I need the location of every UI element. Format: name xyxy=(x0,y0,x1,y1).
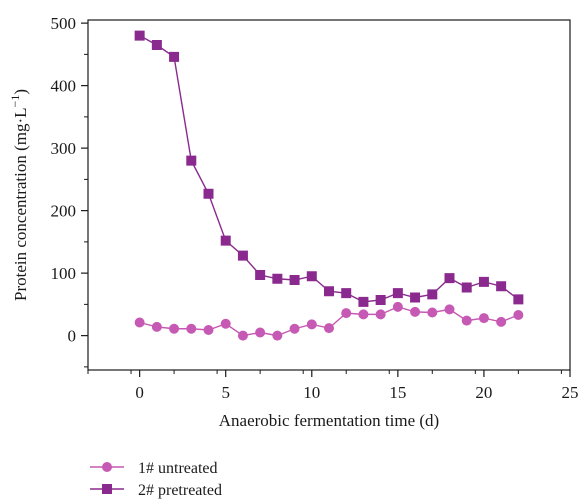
x-tick-label: 20 xyxy=(475,383,492,402)
data-point xyxy=(186,323,197,334)
y-axis-title-tail: ) xyxy=(11,89,30,95)
data-point xyxy=(496,281,507,292)
y-tick-label: 0 xyxy=(68,327,77,346)
data-point xyxy=(289,323,300,334)
data-point xyxy=(444,304,455,315)
x-axis-title: Anaerobic fermentation time (d) xyxy=(219,411,439,430)
data-point xyxy=(151,40,162,50)
series-layer xyxy=(134,30,524,341)
legend-label: 1# untreated xyxy=(138,460,218,477)
data-point xyxy=(324,286,334,297)
series-1 xyxy=(134,301,524,341)
x-tick-label: 25 xyxy=(562,383,579,402)
data-point xyxy=(392,288,403,299)
data-point xyxy=(186,155,197,166)
x-tick-label: 15 xyxy=(389,383,406,402)
data-point xyxy=(478,313,489,324)
data-point xyxy=(496,316,507,327)
y-tick-label: 300 xyxy=(51,139,77,158)
y-tick-label: 200 xyxy=(51,202,77,221)
data-point xyxy=(461,282,472,293)
data-point xyxy=(169,323,180,334)
y-tick-label: 500 xyxy=(51,14,77,33)
data-point xyxy=(237,330,248,341)
data-point xyxy=(255,327,266,338)
data-point xyxy=(151,321,162,332)
series-line xyxy=(139,35,519,303)
data-point xyxy=(306,271,317,282)
legend-label: 2# pretreated xyxy=(138,482,222,499)
y-axis-title: Protein concentration (mg·L−1) xyxy=(8,89,30,301)
y-axis-title-main: Protein concentration (mg·L xyxy=(11,107,30,301)
data-point xyxy=(461,315,472,326)
x-tick-label: 5 xyxy=(221,383,230,402)
x-tick-label: 0 xyxy=(135,383,144,402)
plot-frame xyxy=(87,19,571,371)
y-tick-label: 400 xyxy=(51,77,77,96)
data-point xyxy=(410,292,421,303)
data-point xyxy=(392,301,403,312)
data-point xyxy=(375,295,386,305)
data-point xyxy=(358,296,369,307)
data-point xyxy=(478,276,489,287)
legend-marker xyxy=(102,484,112,494)
data-point xyxy=(255,270,266,280)
y-axis-title-sup: −1 xyxy=(8,95,22,108)
data-point xyxy=(134,30,145,41)
data-point xyxy=(427,307,438,318)
plot-area: 0 5 10 15 20 25 0 100 200 300 400 500 xyxy=(51,14,579,402)
data-point xyxy=(410,306,421,317)
data-point xyxy=(375,309,386,320)
data-point xyxy=(306,319,317,330)
data-point xyxy=(220,318,231,329)
data-point xyxy=(134,317,145,328)
legend-marker xyxy=(102,462,112,472)
x-tick-label: 10 xyxy=(303,383,320,402)
data-point xyxy=(237,250,248,261)
legend: 1# untreated 2# pretreated xyxy=(90,460,222,499)
data-point xyxy=(203,325,214,335)
data-point xyxy=(341,308,352,319)
data-point xyxy=(444,273,455,284)
y-tick-label: 100 xyxy=(51,264,77,283)
data-point xyxy=(358,309,369,320)
data-point xyxy=(203,188,214,199)
data-point xyxy=(513,294,524,305)
data-point xyxy=(169,51,180,62)
legend-item: 2# pretreated xyxy=(90,482,222,499)
data-point xyxy=(513,310,524,320)
data-point xyxy=(220,235,231,246)
series-2 xyxy=(134,30,524,307)
data-point xyxy=(427,289,438,300)
data-point xyxy=(272,273,283,284)
data-point xyxy=(289,275,300,285)
data-point xyxy=(324,323,334,334)
legend-item: 1# untreated xyxy=(90,460,218,477)
data-point xyxy=(272,330,283,341)
data-point xyxy=(341,288,352,299)
